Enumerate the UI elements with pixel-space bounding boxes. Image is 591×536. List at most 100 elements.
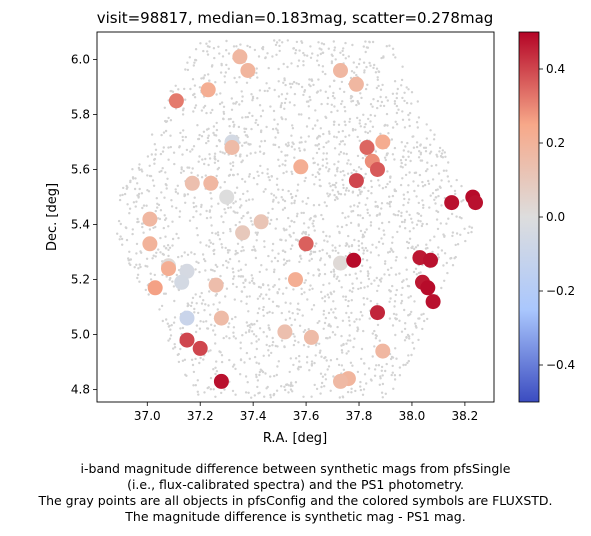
background-point	[420, 159, 424, 162]
background-point	[204, 269, 207, 272]
background-point	[366, 285, 369, 288]
background-point	[410, 102, 413, 105]
background-point	[326, 102, 329, 106]
background-point	[351, 190, 355, 193]
background-point	[287, 141, 290, 144]
background-point	[233, 191, 237, 194]
background-point	[230, 108, 234, 112]
background-point	[352, 61, 355, 64]
background-point	[146, 155, 150, 158]
background-point	[404, 227, 407, 230]
background-point	[412, 146, 416, 149]
fluxstd-point	[298, 236, 314, 252]
background-point	[141, 225, 144, 229]
background-point	[383, 156, 387, 159]
background-point	[265, 268, 268, 271]
background-point	[348, 117, 352, 121]
background-point	[418, 173, 422, 177]
background-point	[212, 252, 216, 256]
background-point	[196, 234, 199, 237]
background-point	[190, 358, 194, 361]
background-point	[184, 68, 187, 71]
background-point	[309, 56, 313, 59]
background-point	[297, 341, 300, 344]
background-point	[222, 231, 225, 235]
background-point	[347, 245, 351, 248]
background-point	[380, 237, 383, 240]
background-point	[366, 270, 370, 273]
background-point	[338, 143, 341, 146]
background-point	[284, 164, 287, 167]
background-point	[312, 83, 315, 87]
background-point	[376, 76, 379, 79]
background-point	[417, 116, 421, 119]
background-point	[177, 236, 180, 240]
background-point	[321, 70, 324, 74]
fluxstd-point	[420, 280, 436, 296]
background-point	[374, 71, 378, 74]
background-point	[212, 388, 215, 391]
background-point	[345, 152, 348, 156]
background-point	[138, 187, 141, 191]
background-point	[244, 375, 248, 378]
background-point	[382, 55, 385, 58]
background-point	[154, 153, 157, 156]
background-point	[191, 363, 195, 367]
background-point	[388, 202, 391, 206]
background-point	[266, 52, 269, 55]
background-point	[136, 217, 139, 221]
background-point	[223, 75, 226, 78]
background-point	[335, 357, 339, 361]
background-point	[117, 219, 121, 223]
background-point	[280, 102, 283, 105]
background-point	[329, 185, 332, 188]
background-point	[344, 41, 347, 45]
background-point	[217, 202, 220, 205]
background-point	[370, 179, 373, 183]
background-point	[330, 60, 334, 63]
background-point	[347, 215, 350, 218]
background-point	[344, 57, 347, 60]
background-point	[361, 314, 364, 317]
background-point	[321, 65, 325, 68]
background-point	[341, 139, 345, 143]
background-point	[245, 154, 249, 157]
background-point	[331, 54, 334, 58]
background-point	[251, 248, 254, 252]
background-point	[405, 278, 408, 281]
background-point	[318, 178, 321, 182]
background-point	[220, 101, 224, 104]
background-point	[315, 242, 318, 245]
background-point	[394, 347, 397, 350]
background-point	[336, 170, 339, 173]
background-point	[202, 106, 205, 109]
background-point	[204, 259, 207, 263]
background-point	[268, 178, 271, 182]
background-point	[156, 206, 159, 209]
background-point	[303, 179, 306, 183]
background-point	[323, 385, 326, 388]
background-point	[237, 269, 240, 272]
background-point	[280, 339, 284, 342]
background-point	[344, 110, 347, 113]
background-point	[198, 155, 201, 158]
background-point	[268, 310, 271, 314]
background-point	[300, 287, 303, 290]
background-point	[366, 208, 369, 211]
fluxstd-point	[423, 252, 438, 268]
background-point	[307, 135, 310, 138]
background-point	[193, 307, 196, 311]
background-point	[412, 135, 415, 138]
background-point	[337, 123, 341, 127]
background-point	[317, 63, 321, 67]
background-point	[428, 152, 432, 155]
background-point	[363, 231, 367, 234]
background-point	[332, 290, 336, 293]
background-point	[253, 355, 257, 359]
background-point	[232, 326, 236, 329]
background-point	[167, 325, 171, 328]
fluxstd-point	[468, 195, 483, 211]
background-point	[293, 92, 297, 96]
background-point	[247, 175, 251, 178]
background-point	[422, 206, 425, 209]
